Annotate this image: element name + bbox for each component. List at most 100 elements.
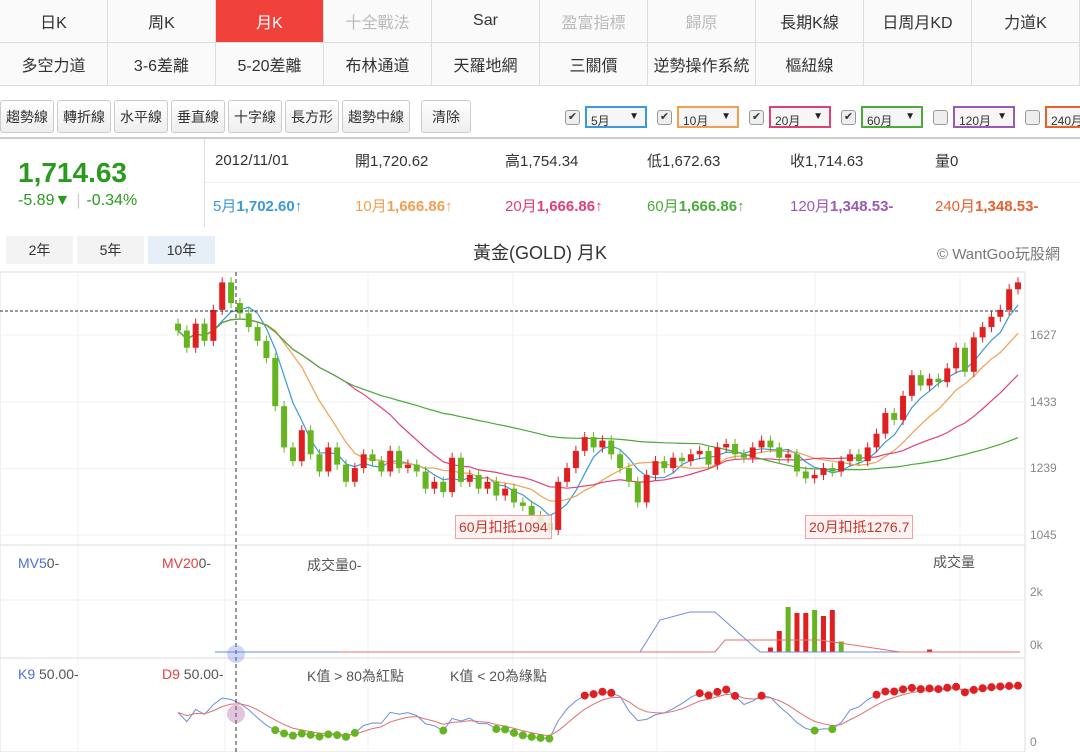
volume-title: 成交量: [933, 554, 975, 570]
last-price: 1,714.63: [18, 157, 127, 188]
kd-green-dot: [501, 725, 510, 734]
tool-button[interactable]: 十字線: [228, 100, 282, 133]
candle: [679, 457, 685, 462]
range-button[interactable]: 10年: [148, 236, 215, 264]
crosshair-volume-marker: [227, 645, 245, 663]
kd-red-note: K值 > 80為紅點: [307, 668, 404, 684]
crosshair-kd-marker: [227, 705, 245, 723]
tab-4[interactable]: Sar: [431, 0, 540, 43]
low: 低1,672.63: [647, 153, 721, 170]
volume-bar: [927, 649, 933, 652]
candle: [829, 468, 836, 472]
candle: [334, 447, 341, 465]
tool-button[interactable]: 垂直線: [171, 100, 225, 133]
ma-checkbox[interactable]: ✔: [841, 109, 856, 125]
candle: [307, 430, 314, 455]
kd-red-dot: [960, 688, 969, 697]
tab-13[interactable]: 布林通道: [323, 42, 432, 86]
ma5-line: [177, 304, 1019, 517]
ma-checkbox[interactable]: [933, 109, 948, 125]
tab-10[interactable]: 多空力道: [0, 42, 108, 86]
tab-15[interactable]: 三關價: [539, 42, 648, 86]
candle: [236, 303, 243, 314]
ma-checkbox[interactable]: [1025, 109, 1040, 125]
kd-red-dot: [598, 687, 607, 696]
candle: [917, 375, 924, 386]
tab-6[interactable]: 歸原: [647, 0, 756, 43]
tab-1[interactable]: 周K: [107, 0, 216, 43]
ma-checkbox[interactable]: ✔: [657, 109, 672, 125]
tool-button[interactable]: 水平線: [114, 100, 168, 133]
candle: [855, 454, 862, 462]
candle: [484, 481, 491, 489]
mv20-label: MV200-: [162, 555, 212, 571]
ma-checkbox[interactable]: ✔: [565, 109, 580, 125]
tab-0[interactable]: 日K: [0, 0, 108, 43]
candle: [820, 468, 827, 475]
candle: [316, 454, 323, 472]
volume-bar: [803, 613, 809, 652]
candle: [687, 454, 694, 462]
ma60-deduction-label: 60月扣抵1094: [455, 515, 552, 539]
tool-button[interactable]: 長方形: [285, 100, 339, 133]
candle: [838, 461, 845, 472]
kd-green-dot: [306, 730, 315, 739]
tab-5[interactable]: 盈富指標: [539, 0, 648, 43]
clear-button[interactable]: 清除: [421, 100, 471, 133]
tool-button[interactable]: 轉折線: [57, 100, 111, 133]
kd-green-dot: [280, 729, 289, 738]
volume-bar: [767, 647, 773, 652]
candle: [670, 457, 677, 469]
price-box: 1,714.63 -5.89▼ | -0.34%: [0, 139, 205, 227]
candle: [961, 347, 968, 372]
k9-label: K9 50.00-: [18, 666, 79, 682]
candle: [457, 457, 464, 482]
ma-period-select[interactable]: 5月: [585, 106, 647, 128]
tab-12[interactable]: 5-20差離: [215, 42, 324, 86]
candle: [944, 368, 951, 383]
candle: [263, 340, 270, 359]
candle: [652, 461, 659, 475]
ma-value: 20月1,666.86↑: [505, 197, 603, 215]
candle: [440, 481, 447, 493]
tab-8[interactable]: 日周月KD: [863, 0, 972, 43]
candle: [891, 413, 898, 420]
tab-2[interactable]: 月K: [215, 0, 324, 43]
tab-9[interactable]: 力道K: [971, 0, 1080, 43]
candle: [935, 378, 942, 383]
candle: [192, 323, 199, 348]
candle: [785, 454, 792, 458]
kd-red-dot: [713, 687, 722, 696]
ma-values-row: 5月1,702.60↑ 10月1,666.86↑ 20月1,666.86↑ 60月1,…: [205, 183, 1080, 227]
range-button[interactable]: 2年: [6, 236, 73, 264]
candle: [696, 450, 703, 455]
candle: [369, 454, 376, 462]
ma-period-select[interactable]: 20月: [769, 106, 831, 128]
candle: [511, 488, 517, 503]
tab-7[interactable]: 長期K線: [755, 0, 864, 43]
kd-green-dot: [810, 726, 819, 735]
ma-period-select[interactable]: 240月: [1045, 106, 1080, 128]
candle: [360, 454, 367, 469]
tab-16[interactable]: 逆勢操作系統: [647, 42, 756, 86]
kd-red-dot: [969, 685, 978, 694]
ma-period-select[interactable]: 60月: [861, 106, 923, 128]
range-button[interactable]: 5年: [77, 236, 144, 264]
ma-period-select[interactable]: 120月: [953, 106, 1015, 128]
kd-green-dot: [828, 725, 837, 734]
candle: [564, 468, 571, 482]
candle: [581, 437, 588, 451]
tab-11[interactable]: 3-6差離: [107, 42, 216, 86]
candle: [617, 454, 624, 469]
tool-button[interactable]: 趨勢線: [0, 100, 54, 133]
change-value: -5.89▼: [18, 192, 71, 209]
tool-button[interactable]: 趨勢中線: [342, 100, 410, 133]
ma-selectors: ✔ 5月 ✔ 10月 ✔ 20月 ✔ 60月 120月 240月: [565, 106, 1080, 128]
tab-19: [971, 42, 1080, 86]
ma-period-select[interactable]: 10月: [677, 106, 739, 128]
ma-checkbox[interactable]: ✔: [749, 109, 764, 125]
candle: [493, 481, 500, 496]
tab-17[interactable]: 樞紐線: [755, 42, 864, 86]
y-tick-label: 1045: [1030, 528, 1057, 543]
